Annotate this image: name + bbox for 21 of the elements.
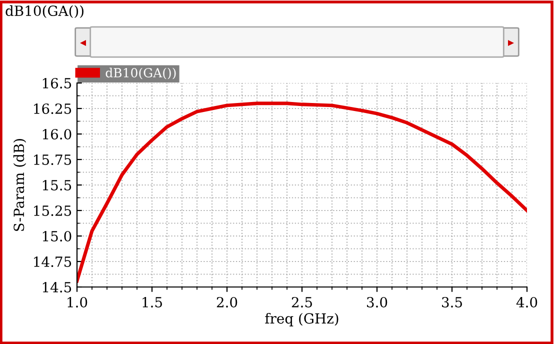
y-tick-label: 16.0 bbox=[42, 128, 72, 140]
x-axis-title: freq (GHz) bbox=[265, 312, 338, 326]
y-tick-label: 15.75 bbox=[34, 154, 72, 165]
y-axis-title: S-Param (dB) bbox=[13, 139, 26, 231]
chart-title: dB10(GA()) bbox=[6, 5, 84, 18]
x-tick-label: 3.0 bbox=[367, 296, 388, 308]
x-tick-label: 4.0 bbox=[516, 296, 538, 308]
x-tick-label: 2.0 bbox=[216, 296, 238, 308]
y-tick-label: 15.25 bbox=[34, 205, 72, 216]
x-tick-label: 3.5 bbox=[442, 296, 462, 308]
y-tick-label: 16.5 bbox=[42, 78, 72, 88]
y-tick-label: 15.0 bbox=[42, 230, 72, 242]
y-tick-label: 16.25 bbox=[34, 103, 72, 114]
y-tick-label: 14.5 bbox=[42, 282, 72, 292]
x-tick-label: 1.0 bbox=[68, 296, 88, 308]
legend-label: dB10(GA()) bbox=[106, 68, 176, 80]
y-tick-label: 15.5 bbox=[42, 180, 72, 190]
y-tick-label: 14.75 bbox=[34, 256, 72, 267]
x-tick-label: 1.5 bbox=[142, 296, 162, 308]
x-tick-label: 2.5 bbox=[292, 296, 312, 308]
line-series bbox=[77, 102, 527, 283]
